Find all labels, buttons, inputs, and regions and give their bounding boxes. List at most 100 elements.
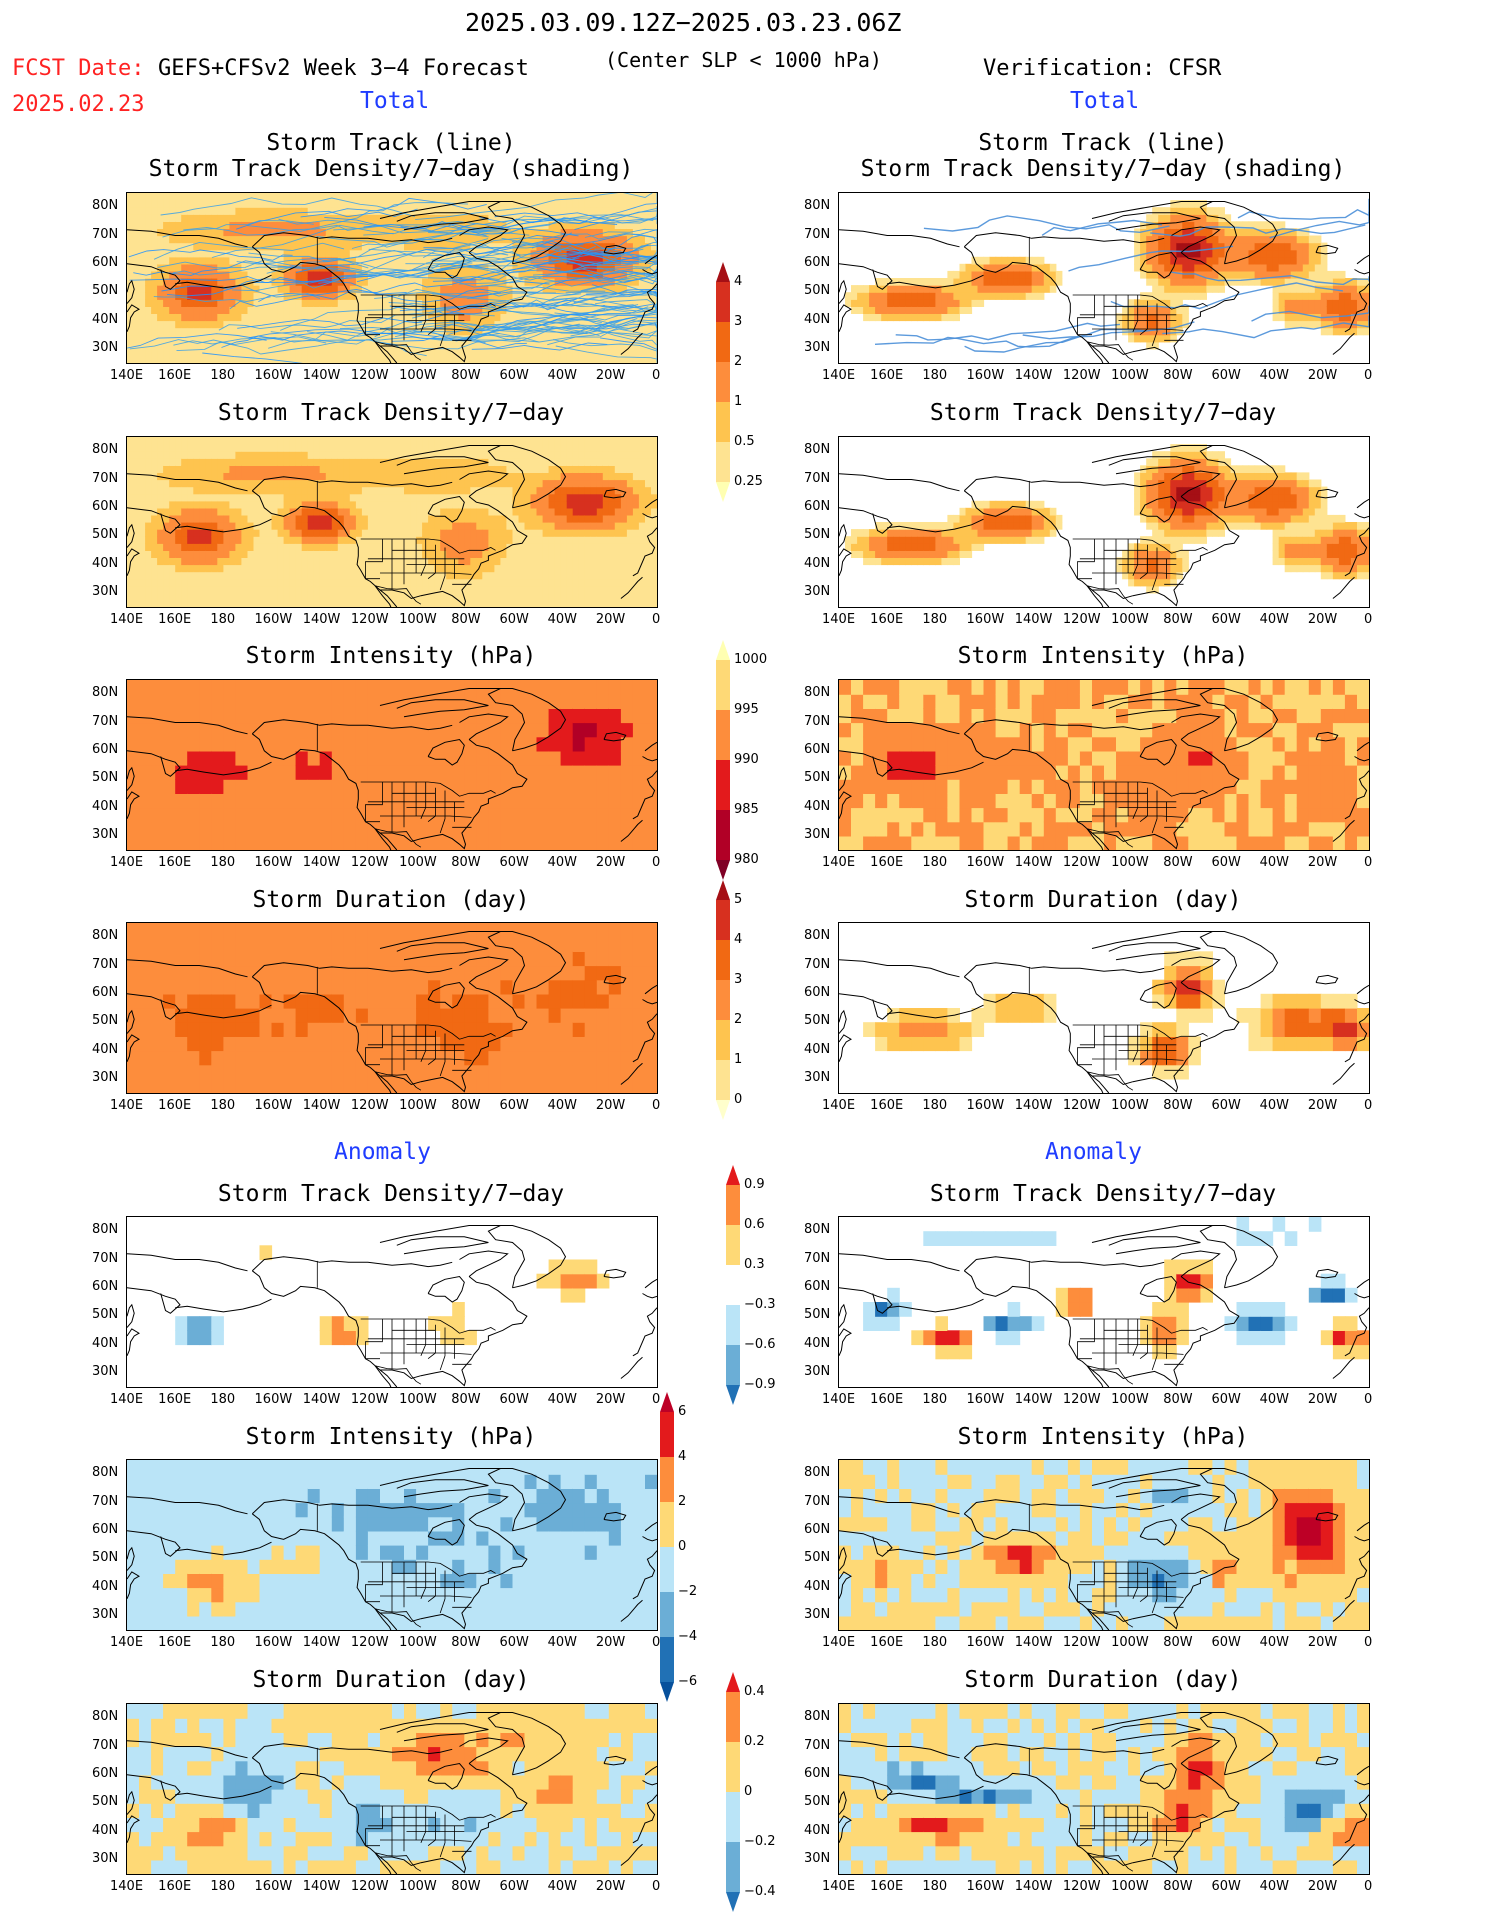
map-cell — [133, 458, 140, 466]
map-cell — [1200, 285, 1207, 293]
map-cell — [1308, 278, 1316, 286]
map-cell — [187, 585, 194, 594]
map-cell — [422, 278, 429, 286]
map-cell — [410, 571, 417, 580]
map-cell — [398, 543, 405, 551]
map-cell — [367, 242, 375, 251]
map-cell — [404, 507, 411, 516]
map-cell — [139, 263, 146, 272]
map-cell — [247, 557, 255, 566]
map-cell — [313, 437, 321, 445]
map-cell — [127, 214, 134, 222]
map-cell — [229, 458, 236, 466]
map-cell — [899, 285, 906, 293]
map-cell — [1206, 285, 1213, 293]
map-cell — [331, 228, 339, 237]
map-cell — [127, 486, 134, 495]
map-cell — [386, 444, 393, 452]
map-cell — [295, 214, 303, 222]
map-cell — [217, 200, 224, 208]
map-cell — [319, 514, 327, 523]
map-cell — [494, 285, 501, 293]
map-cell — [524, 451, 532, 459]
map-cell — [307, 235, 315, 244]
map-cell — [133, 348, 140, 357]
map-cell — [193, 592, 200, 601]
map-cell — [289, 313, 297, 322]
map-cell — [404, 500, 411, 509]
map-cell — [361, 348, 369, 357]
map-cell — [169, 479, 176, 488]
map-cell — [626, 278, 634, 286]
map-cell — [410, 592, 417, 601]
map-cell — [211, 529, 218, 537]
map-cell — [1188, 214, 1195, 222]
map-cell — [139, 348, 146, 357]
map-cell — [175, 514, 182, 523]
map-cell — [578, 458, 586, 466]
map-cell — [325, 536, 333, 544]
map-cell — [139, 299, 146, 307]
map-cell — [416, 472, 423, 481]
map-cell — [488, 486, 495, 495]
map-cell — [476, 564, 483, 573]
map-cell — [398, 592, 405, 601]
map-cell — [524, 543, 532, 551]
map-cell — [947, 299, 954, 307]
map-cell — [452, 522, 459, 530]
map-cell — [590, 306, 598, 314]
map-cell — [566, 451, 574, 459]
map-cell — [247, 355, 255, 363]
map-cell — [343, 514, 351, 523]
map-cell — [265, 557, 273, 566]
map-cell — [355, 507, 363, 516]
map-cell — [307, 514, 315, 523]
map-cell — [578, 592, 586, 601]
map-cell — [265, 193, 273, 201]
map-cell — [1326, 270, 1334, 279]
map-cell — [524, 348, 532, 357]
map-cell — [133, 292, 140, 300]
map-cell — [193, 228, 200, 237]
map-cell — [578, 221, 586, 229]
map-cell — [1284, 256, 1292, 265]
map-cell — [367, 327, 375, 336]
map-cell — [373, 472, 381, 481]
map-cell — [277, 592, 285, 601]
map-cell — [440, 313, 447, 322]
map-cell — [205, 200, 212, 208]
map-cell — [416, 458, 423, 466]
map-cell — [578, 263, 586, 272]
map-cell — [482, 437, 489, 445]
map-cell — [476, 486, 483, 495]
map-cell — [1206, 278, 1213, 286]
map-cell — [265, 514, 273, 523]
map-cell — [229, 592, 236, 601]
map-cell — [482, 585, 489, 594]
map-cell — [127, 327, 134, 336]
map-cell — [133, 313, 140, 322]
map-cell — [1188, 285, 1195, 293]
map-cell — [416, 214, 423, 222]
map-cell — [1146, 242, 1153, 251]
map-cell — [295, 557, 303, 566]
map-cell — [566, 444, 574, 452]
map-cell — [566, 557, 574, 566]
map-cell — [145, 444, 152, 452]
map-cell — [392, 529, 399, 537]
map-cell — [319, 451, 327, 459]
map-cell — [181, 221, 188, 229]
map-cell — [133, 599, 140, 607]
map-cell — [223, 451, 230, 459]
map-cell — [572, 285, 580, 293]
map-cell — [560, 571, 568, 580]
map-cell — [151, 564, 158, 573]
map-cell — [1013, 285, 1021, 293]
map-cell — [440, 278, 447, 286]
map-cell — [464, 529, 471, 537]
map-cell — [277, 242, 285, 251]
map-cell — [277, 221, 285, 229]
map-cell — [1182, 221, 1189, 229]
map-cell — [229, 285, 236, 293]
map-cell — [1212, 285, 1219, 293]
